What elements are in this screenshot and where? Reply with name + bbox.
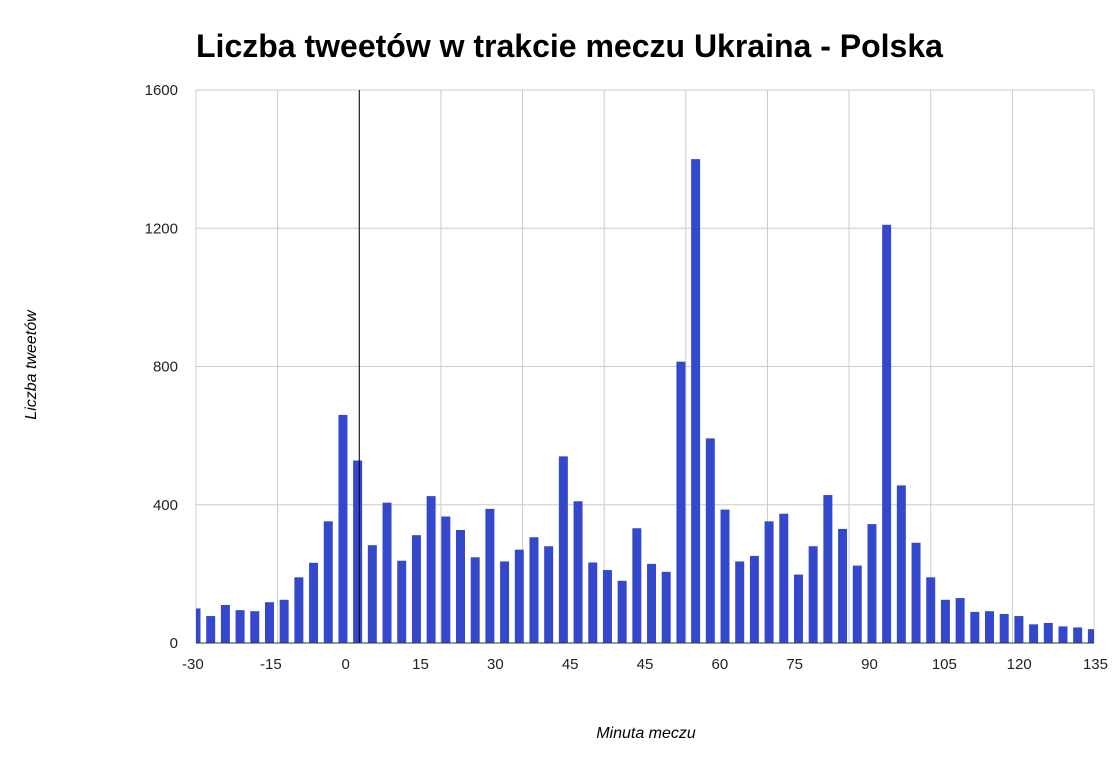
bar [867, 524, 877, 643]
bar [196, 608, 201, 643]
bar [529, 537, 539, 643]
bar [779, 513, 789, 643]
x-tick-label: 60 [711, 656, 728, 673]
bar [911, 542, 921, 643]
bar [705, 438, 715, 643]
x-tick-label: 45 [562, 656, 579, 673]
x-tick-label: 120 [1007, 656, 1032, 673]
x-tick-label: -15 [260, 656, 282, 673]
bar [955, 598, 965, 643]
y-tick-label: 800 [153, 359, 178, 376]
bar [940, 599, 950, 643]
y-tick-label: 400 [153, 497, 178, 514]
bar [279, 599, 289, 643]
bar [441, 516, 451, 643]
bar [602, 570, 612, 643]
bar [926, 577, 936, 643]
bar [367, 545, 377, 643]
bar [573, 501, 583, 643]
bar [500, 561, 510, 643]
bar [544, 546, 554, 643]
y-tick-label: 1600 [145, 82, 178, 99]
bar [1029, 624, 1039, 643]
bar [338, 414, 348, 643]
bar [558, 456, 568, 643]
bar [426, 496, 436, 643]
x-tick-label: 30 [487, 656, 504, 673]
x-tick-label: 90 [861, 656, 878, 673]
bar [852, 565, 862, 643]
bar [999, 613, 1009, 643]
bar [793, 574, 803, 643]
bar [1058, 626, 1068, 643]
bar [309, 562, 319, 643]
bar [411, 535, 421, 643]
bar [470, 557, 480, 643]
y-tick-label: 1200 [145, 220, 178, 237]
bar [617, 580, 627, 643]
bar [353, 460, 363, 643]
bar [1043, 622, 1053, 643]
bar [382, 502, 392, 643]
bar [691, 159, 701, 643]
axes [196, 90, 1094, 644]
x-tick-label: 45 [637, 656, 654, 673]
x-tick-label: 135 [1083, 656, 1108, 673]
bar [514, 549, 524, 643]
bar [720, 509, 730, 643]
bar-series [196, 159, 1094, 643]
bar [485, 508, 495, 643]
bar [323, 521, 333, 643]
bar [749, 555, 759, 643]
bar [985, 611, 994, 643]
bar [206, 616, 216, 643]
bar [838, 528, 848, 643]
bar [294, 577, 304, 643]
bar [661, 571, 671, 643]
bar [1014, 616, 1024, 643]
x-tick-label: 15 [412, 656, 429, 673]
x-tick-label: 0 [341, 656, 349, 673]
bar [250, 611, 260, 643]
x-tick-label: 75 [786, 656, 803, 673]
bar [235, 610, 245, 643]
bar [764, 521, 774, 643]
bar [397, 560, 407, 643]
bar [264, 602, 274, 643]
x-tick-label: -30 [182, 656, 204, 673]
bar [456, 529, 465, 643]
bar [676, 361, 686, 643]
bar [882, 224, 892, 643]
bar [588, 562, 598, 643]
bar [896, 485, 906, 643]
tick-labels: 0 400 800 1200 1600 -30 -15 0 15 30 45 45 60 75 90 105 1… [145, 82, 1108, 673]
bar [823, 495, 833, 643]
bar [970, 611, 980, 643]
bar [1073, 627, 1083, 643]
y-tick-label: 0 [170, 635, 178, 652]
x-axis-label: Minuta meczu [596, 725, 696, 742]
x-tick-label: 105 [932, 656, 957, 673]
bar [735, 561, 745, 643]
chart-title: Liczba tweetów w trakcie meczu Ukraina -… [196, 28, 943, 64]
bar [220, 604, 230, 643]
bar [808, 546, 818, 643]
bar [1087, 629, 1094, 643]
bar [632, 528, 642, 643]
bar [647, 563, 657, 643]
